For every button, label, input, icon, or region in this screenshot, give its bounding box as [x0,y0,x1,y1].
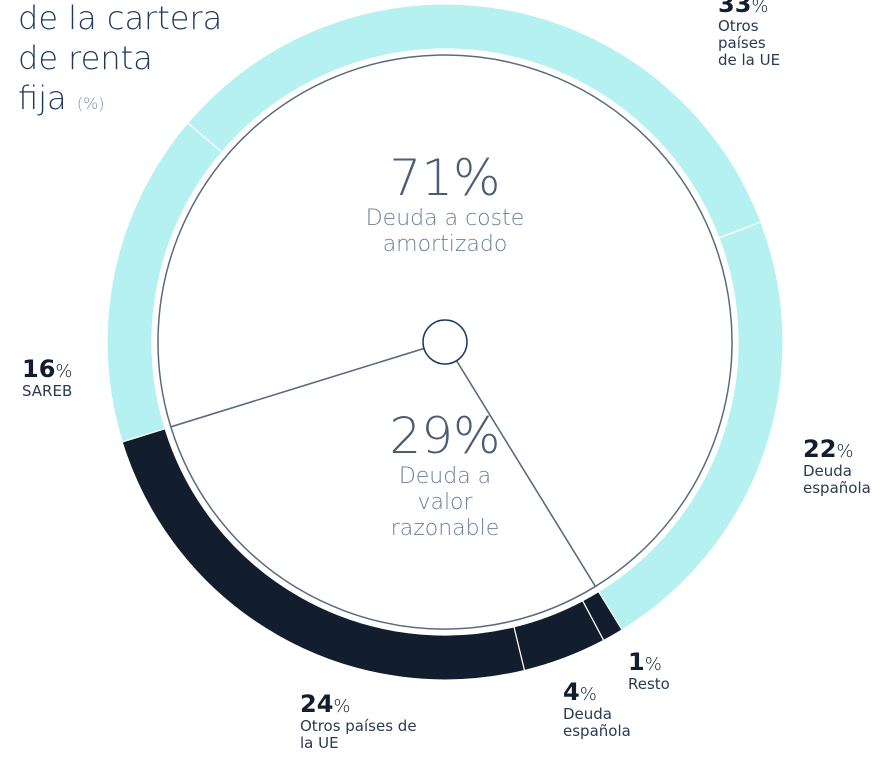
value-number: 22 [803,435,837,463]
segment-name: Deuda española [803,462,871,497]
ring-segment [106,122,223,443]
value-label: 22% [803,435,890,463]
chart-title: de la cartera de renta fija (%) [18,0,222,124]
inner-name: Deuda a coste amortizado [365,206,525,257]
segment-name: SAREB [22,382,73,400]
segment-name: Otros países de la UE [300,717,417,752]
segment-name: Deuda española [563,705,631,740]
segment-label: 4% Deuda española [563,678,643,740]
segment-label: 24% Otros países de la UE [300,690,430,752]
title-unit: (%) [76,94,105,113]
segment-label: 22% Deuda española [803,435,890,497]
value-label: 33% [718,0,788,18]
value-label: 71% [315,150,575,206]
value-label: 24% [300,690,430,718]
value-unit: % [836,441,854,462]
title-line: de renta [18,39,153,77]
inner-label: 71% Deuda a coste amortizado [315,150,575,258]
value-unit: % [579,684,597,705]
value-number: 24 [300,690,334,718]
segment-name: Resto [628,675,670,693]
value-number: 4 [563,678,580,706]
hub [422,319,468,365]
value-label: 16% [22,355,102,383]
value-unit: % [333,696,351,717]
title-line: fija (%) [18,78,222,124]
value-unit: % [644,654,662,675]
value-number: 71 [389,149,454,207]
title-line: de la cartera [18,0,223,37]
inner-slice [169,341,597,630]
value-number: 33 [718,0,752,18]
value-unit: % [55,361,73,382]
value-label: 29% [315,408,575,464]
inner-label: 29% Deuda a valor razonable [315,408,575,542]
segment-label: 33% Otros países de la UE [718,0,788,69]
value-number: 16 [22,355,56,383]
segment-label: 16% SAREB [22,355,102,400]
value-number: 1 [628,648,645,676]
value-unit: % [453,407,501,465]
segment-name: Otros países de la UE [718,17,781,69]
value-label: 4% [563,678,643,706]
value-unit: % [751,0,769,17]
inner-name: Deuda a valor razonable [390,464,500,541]
segment-label: 1% Resto [628,648,708,693]
value-unit: % [453,149,501,207]
value-number: 29 [389,407,454,465]
value-label: 1% [628,648,708,676]
title-line: fija [18,79,67,117]
